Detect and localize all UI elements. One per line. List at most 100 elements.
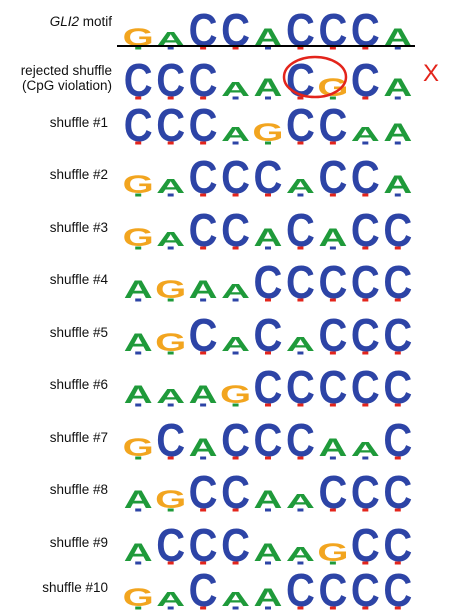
shuffle-2-logo-letter-4: C xyxy=(221,153,250,199)
shuffle-label-3: shuffle #3 xyxy=(49,220,108,235)
rejected-x-mark: X xyxy=(423,60,440,87)
shuffle-7-logo-letter-4: C xyxy=(221,416,250,462)
shuffle-10-logo-letter-7: C xyxy=(318,566,347,612)
shuffle-1-logo-letter-1: C xyxy=(124,101,153,147)
motif-logo-letter-2: A xyxy=(156,27,185,50)
shuffle-4-logo-letter-6: C xyxy=(286,258,315,304)
shuffle-10-logo-letter-2: A xyxy=(156,587,185,610)
shuffle-4-logo-letter-7: C xyxy=(318,258,347,304)
shuffle-label-6: shuffle #6 xyxy=(49,377,108,392)
shuffle-5-logo-letter-6: A xyxy=(286,332,315,355)
shuffle-8-logo-letter-3: C xyxy=(189,468,218,514)
shuffle-1-logo-letter-3: C xyxy=(189,101,218,147)
shuffle-6-logo-letter-2: A xyxy=(156,384,185,407)
shuffle-9-logo-letter-8: C xyxy=(351,521,380,567)
shuffle-10-logo-letter-8: C xyxy=(351,566,380,612)
shuffle-label-4: shuffle #4 xyxy=(49,272,108,287)
shuffle-10-logo-letter-3: C xyxy=(189,566,218,612)
shuffle-8-logo-letter-7: C xyxy=(318,468,347,514)
shuffle-9-logo-letter-2: C xyxy=(156,521,185,567)
shuffle-7-logo-letter-5: C xyxy=(254,416,283,462)
shuffle-5-logo-letter-8: C xyxy=(351,311,380,357)
shuffle-7-logo-letter-9: C xyxy=(383,416,412,462)
shuffle-label-1: shuffle #1 xyxy=(49,115,108,130)
rejected-logo-letter-8: C xyxy=(351,56,380,102)
shuffle-10-logo-letter-6: C xyxy=(286,566,315,612)
shuffle-1-logo-letter-6: C xyxy=(286,101,315,147)
motif-logo-letter-7: C xyxy=(318,6,347,52)
shuffle-label-5: shuffle #5 xyxy=(49,325,108,340)
motif-logo-letter-6: C xyxy=(286,6,315,52)
shuffle-label-10: shuffle #10 xyxy=(42,580,108,595)
shuffle-9-logo-letter-3: C xyxy=(189,521,218,567)
shuffle-5-logo-letter-7: C xyxy=(318,311,347,357)
rejected-label-line2: (CpG violation) xyxy=(21,78,112,93)
shuffle-9-logo-letter-9: C xyxy=(383,521,412,567)
shuffle-5-logo-letter-5: C xyxy=(254,311,283,357)
shuffle-label-2: shuffle #2 xyxy=(49,167,108,182)
shuffle-4-logo-letter-8: C xyxy=(351,258,380,304)
shuffle-3-logo-letter-4: C xyxy=(221,206,250,252)
motif-logo-letter-8: C xyxy=(351,6,380,52)
shuffle-5-logo-letter-9: C xyxy=(383,311,412,357)
shuffle-2-logo-letter-6: A xyxy=(286,174,315,197)
rejected-logo-letter-1: C xyxy=(124,56,153,102)
cpg-violation-circle xyxy=(282,55,348,99)
shuffle-10-logo-letter-9: C xyxy=(383,566,412,612)
rejected-logo-letter-3: C xyxy=(189,56,218,102)
motif-name: GLI2 xyxy=(49,14,79,29)
shuffle-2-logo-letter-5: C xyxy=(254,153,283,199)
rejected-label-line1: rejected shuffle xyxy=(20,63,112,78)
shuffle-8-logo-letter-8: C xyxy=(351,468,380,514)
shuffle-3-logo-letter-6: C xyxy=(286,206,315,252)
rejected-logo-letter-4: A xyxy=(221,77,250,100)
shuffle-10-logo-letter-4: A xyxy=(221,587,250,610)
shuffle-1-logo-letter-8: A xyxy=(351,122,380,145)
motif-label: GLI2 motif xyxy=(10,14,112,29)
shuffle-7-logo-letter-6: C xyxy=(286,416,315,462)
shuffle-label-7: shuffle #7 xyxy=(49,430,108,445)
shuffle-5-logo-letter-3: C xyxy=(189,311,218,357)
shuffle-3-logo-letter-3: C xyxy=(189,206,218,252)
shuffle-2-logo-letter-7: C xyxy=(318,153,347,199)
shuffle-2-logo-letter-8: C xyxy=(351,153,380,199)
motif-logo-letter-3: C xyxy=(189,6,218,52)
shuffle-2-logo-letter-2: A xyxy=(156,174,185,197)
rejected-logo-letter-2: C xyxy=(156,56,185,102)
shuffle-9-logo-letter-6: A xyxy=(286,542,315,565)
shuffle-3-logo-letter-9: C xyxy=(383,206,412,252)
shuffle-label-8: shuffle #8 xyxy=(49,482,108,497)
shuffle-8-logo-letter-9: C xyxy=(383,468,412,514)
shuffle-7-logo-letter-8: A xyxy=(351,437,380,460)
shuffle-6-logo-letter-5: C xyxy=(254,363,283,409)
rejected-shuffle-label: rejected shuffle (CpG violation) xyxy=(0,63,112,93)
shuffle-4-logo-letter-5: C xyxy=(254,258,283,304)
shuffle-6-logo-letter-6: C xyxy=(286,363,315,409)
shuffle-5-logo-letter-4: A xyxy=(221,332,250,355)
shuffle-4-logo-letter-9: C xyxy=(383,258,412,304)
shuffle-4-logo-letter-4: A xyxy=(221,279,250,302)
shuffle-6-logo-letter-7: C xyxy=(318,363,347,409)
shuffle-3-logo-letter-8: C xyxy=(351,206,380,252)
shuffle-1-logo-letter-2: C xyxy=(156,101,185,147)
shuffle-1-logo-letter-7: C xyxy=(318,101,347,147)
